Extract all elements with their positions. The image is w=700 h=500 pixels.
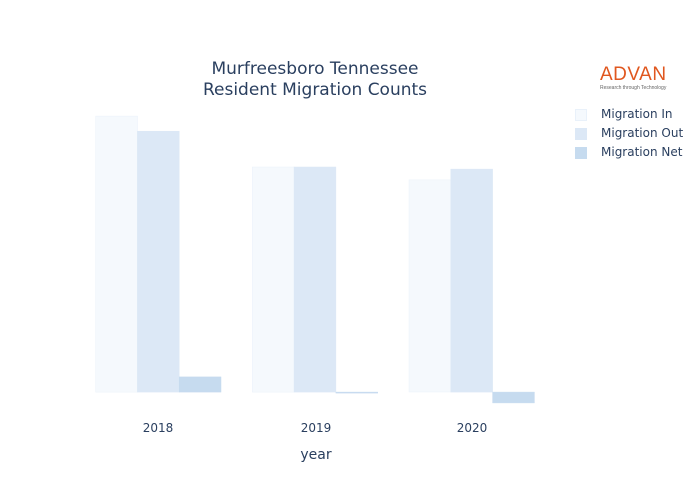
bar-migration-net-2018[interactable] (178, 376, 222, 393)
bar-migration-out-2019[interactable] (293, 166, 337, 393)
bar-migration-in-2018[interactable] (95, 115, 138, 393)
legend-label: Migration Net (601, 145, 683, 159)
logo-wordmark: ADVAN (600, 64, 667, 85)
x-tick-label: 2019 (300, 421, 332, 435)
bar-migration-out-2020[interactable] (450, 168, 493, 393)
bar-migration-net-2020[interactable] (492, 391, 535, 404)
bar-migration-out-2018[interactable] (137, 130, 180, 393)
bar-migration-in-2019[interactable] (252, 166, 295, 393)
legend-swatch (575, 147, 587, 159)
legend-label: Migration In (601, 107, 673, 121)
bar-migration-net-2019[interactable] (335, 391, 378, 394)
legend-swatch (575, 109, 587, 121)
chart-title-line-2: Resident Migration Counts (202, 80, 428, 100)
x-tick-label: 2020 (456, 421, 488, 435)
x-tick-label: 2018 (142, 421, 174, 435)
legend-label: Migration Out (601, 126, 684, 140)
logo-tagline: Research through Technology (600, 85, 667, 91)
bar-migration-in-2020[interactable] (408, 179, 452, 393)
chart-title-line-1: Murfreesboro Tennessee (211, 59, 419, 79)
advan-logo: ADVAN Research through Technology (600, 64, 674, 92)
legend-swatch (575, 128, 587, 140)
x-axis-title: year (300, 447, 332, 463)
